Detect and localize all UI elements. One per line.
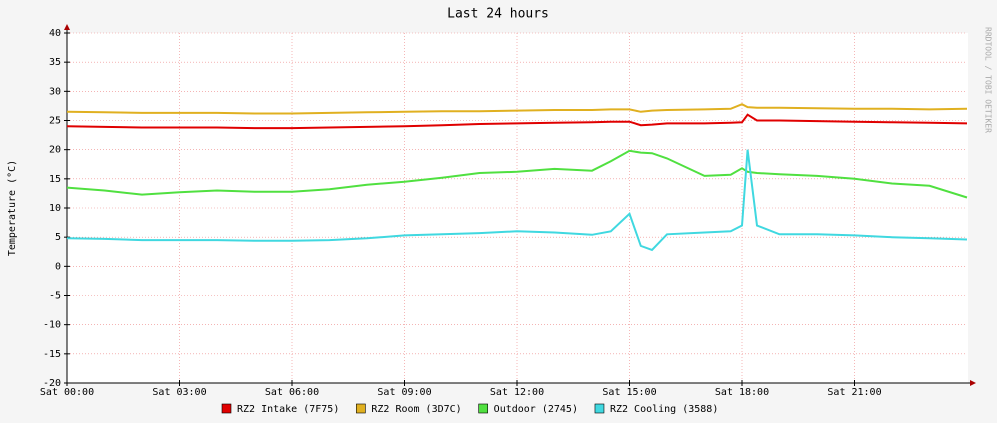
x-tick-label: Sat 15:00 <box>602 387 656 398</box>
series-line <box>66 103 968 115</box>
y-tick-label: 0 <box>55 261 61 272</box>
y-axis-label: Temperature (°C) <box>7 160 18 256</box>
y-tick-label: 15 <box>49 174 61 185</box>
y-tick-label: -10 <box>43 320 61 331</box>
series-line <box>66 149 968 252</box>
watermark: RRDTOOL / TOBI OETIKER <box>984 27 993 133</box>
x-tick-label: Sat 09:00 <box>377 387 431 398</box>
series-line <box>66 113 968 130</box>
x-tick-label: Sat 18:00 <box>715 387 769 398</box>
y-tick-label: 30 <box>49 86 61 97</box>
axis-arrow <box>970 380 976 386</box>
y-tick-label: -15 <box>43 349 61 360</box>
legend-swatch <box>594 403 605 414</box>
legend-swatch <box>221 403 232 414</box>
y-tick-label: -20 <box>43 378 61 389</box>
chart-title: Last 24 hours <box>447 7 549 22</box>
y-tick-label: 40 <box>49 28 61 39</box>
legend-label: RZ2 Cooling (3588) <box>610 404 718 415</box>
legend-label: RZ2 Room (3D7C) <box>371 404 461 415</box>
x-tick-label: Sat 12:00 <box>490 387 544 398</box>
legend-label: Outdoor (2745) <box>494 404 578 415</box>
series-line <box>66 149 968 199</box>
y-tick-label: -5 <box>49 291 61 302</box>
axis-arrow <box>64 24 70 30</box>
y-tick-label: 35 <box>49 57 61 68</box>
x-tick-label: Sat 00:00 <box>40 387 94 398</box>
y-tick-label: 10 <box>49 203 61 214</box>
legend-swatch <box>356 403 366 414</box>
legend-swatch <box>478 403 488 414</box>
x-tick-label: Sat 21:00 <box>827 387 881 398</box>
x-tick-label: Sat 06:00 <box>265 387 319 398</box>
x-tick-label: Sat 03:00 <box>152 387 206 398</box>
legend-label: RZ2 Intake (7F75) <box>237 404 339 415</box>
y-tick-label: 5 <box>55 232 61 243</box>
y-tick-label: 20 <box>49 145 61 156</box>
y-tick-label: 25 <box>49 116 61 127</box>
